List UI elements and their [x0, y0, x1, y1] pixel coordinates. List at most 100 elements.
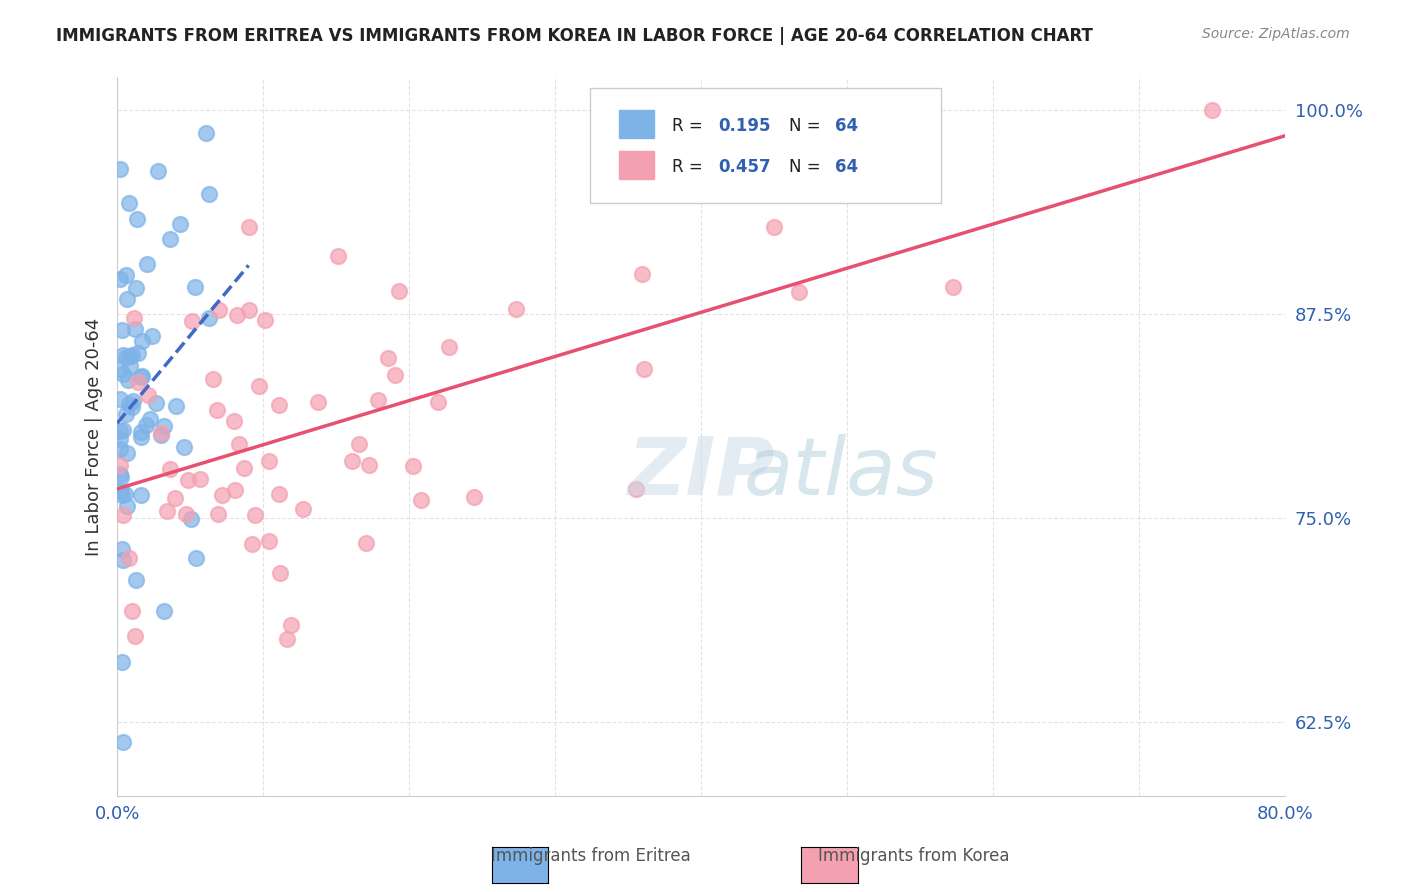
- Point: [624, 482, 647, 496]
- Point: [108, 424, 131, 438]
- Point: [122, 310, 145, 325]
- Point: [125, 281, 148, 295]
- Point: [205, 403, 228, 417]
- Point: [463, 490, 485, 504]
- Point: [186, 550, 208, 565]
- Point: [180, 512, 202, 526]
- Point: [121, 348, 143, 362]
- Point: [388, 284, 411, 298]
- Point: [111, 488, 134, 502]
- Point: [108, 432, 131, 446]
- Point: [340, 454, 363, 468]
- Point: [201, 372, 224, 386]
- Point: [111, 323, 134, 337]
- Point: [384, 368, 406, 383]
- Point: [108, 458, 131, 472]
- Point: [211, 488, 233, 502]
- Point: [426, 395, 449, 409]
- Point: [253, 313, 276, 327]
- Point: [111, 553, 134, 567]
- Point: [136, 257, 159, 271]
- Point: [787, 285, 810, 300]
- Point: [115, 350, 138, 364]
- Point: [149, 427, 172, 442]
- Point: [163, 491, 186, 505]
- Point: [121, 604, 143, 618]
- Point: [117, 373, 139, 387]
- Point: [402, 459, 425, 474]
- Point: [259, 453, 281, 467]
- Point: [232, 460, 254, 475]
- Point: [111, 508, 134, 523]
- Point: [129, 425, 152, 439]
- Point: [108, 272, 131, 286]
- Point: [159, 462, 181, 476]
- Point: [505, 302, 527, 317]
- Point: [349, 437, 371, 451]
- Point: [131, 368, 153, 383]
- Point: [194, 126, 217, 140]
- Point: [269, 398, 291, 412]
- Point: [131, 334, 153, 348]
- Point: [110, 484, 132, 499]
- Point: [437, 340, 460, 354]
- Point: [108, 467, 131, 481]
- Text: N =: N =: [789, 158, 825, 177]
- Point: [631, 267, 654, 281]
- Point: [135, 418, 157, 433]
- Point: [124, 629, 146, 643]
- Point: [762, 220, 785, 235]
- FancyBboxPatch shape: [591, 88, 941, 203]
- Text: Immigrants from Eritrea: Immigrants from Eritrea: [491, 847, 690, 865]
- Point: [226, 308, 249, 322]
- Point: [138, 388, 160, 402]
- Point: [156, 504, 179, 518]
- Point: [112, 735, 135, 749]
- Point: [238, 219, 260, 234]
- Point: [138, 412, 160, 426]
- Point: [141, 328, 163, 343]
- Point: [184, 280, 207, 294]
- Point: [377, 351, 399, 366]
- Point: [111, 367, 134, 381]
- Point: [115, 292, 138, 306]
- Point: [118, 349, 141, 363]
- Point: [228, 436, 250, 450]
- Point: [165, 399, 187, 413]
- Point: [280, 618, 302, 632]
- Point: [129, 370, 152, 384]
- Text: Source: ZipAtlas.com: Source: ZipAtlas.com: [1202, 27, 1350, 41]
- Point: [125, 211, 148, 226]
- Point: [125, 574, 148, 588]
- Point: [269, 487, 291, 501]
- Point: [112, 423, 135, 437]
- Point: [367, 392, 389, 407]
- Point: [1201, 103, 1223, 117]
- Point: [152, 604, 174, 618]
- Point: [145, 395, 167, 409]
- Text: N =: N =: [789, 117, 825, 136]
- Text: 64: 64: [835, 117, 859, 136]
- Point: [127, 375, 149, 389]
- Point: [121, 400, 143, 414]
- Point: [110, 470, 132, 484]
- Text: R =: R =: [672, 117, 709, 136]
- Bar: [620, 110, 654, 138]
- Bar: [620, 151, 654, 179]
- Point: [633, 362, 655, 376]
- Point: [180, 314, 202, 328]
- Text: 0.195: 0.195: [718, 117, 772, 136]
- Point: [169, 217, 191, 231]
- Point: [115, 500, 138, 514]
- Point: [292, 502, 315, 516]
- Point: [115, 268, 138, 282]
- Point: [111, 541, 134, 556]
- Point: [207, 507, 229, 521]
- Text: IMMIGRANTS FROM ERITREA VS IMMIGRANTS FROM KOREA IN LABOR FORCE | AGE 20-64 CORR: IMMIGRANTS FROM ERITREA VS IMMIGRANTS FR…: [56, 27, 1092, 45]
- Point: [257, 534, 280, 549]
- Point: [118, 196, 141, 211]
- Point: [188, 472, 211, 486]
- Point: [122, 393, 145, 408]
- Point: [111, 655, 134, 669]
- Point: [269, 566, 291, 580]
